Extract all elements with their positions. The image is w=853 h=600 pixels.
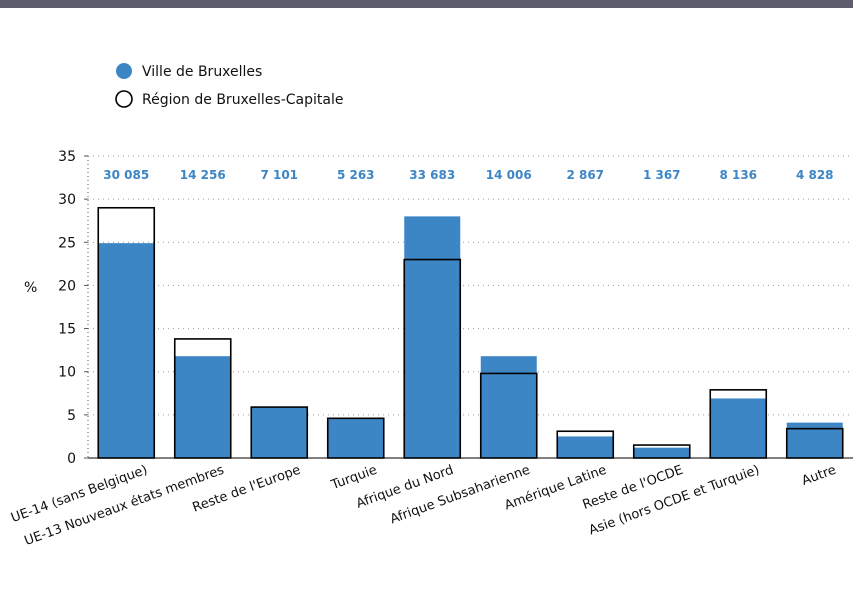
legend-swatch-ville (116, 63, 132, 79)
y-tick-label: 20 (58, 278, 76, 294)
category-label: Turquie (328, 463, 379, 494)
count-label: 2 867 (566, 168, 604, 182)
count-labels: 30 085 14 256 7 101 5 263 33 683 14 006 2 867 1… (103, 168, 833, 182)
count-label: 30 085 (103, 168, 149, 182)
header-band (0, 0, 853, 8)
bars (97, 206, 844, 459)
count-label: 1 367 (643, 168, 681, 182)
count-label: 8 136 (719, 168, 757, 182)
bar-ville-de-bruxelles (710, 398, 767, 458)
category-label: Autre (800, 463, 838, 489)
bar-ville-de-bruxelles (327, 418, 384, 458)
category-labels: UE-14 (sans Belgique)UE-13 Nouveaux état… (9, 463, 838, 549)
bar-ville-de-bruxelles (404, 216, 461, 458)
count-label: 7 101 (260, 168, 298, 182)
category-label: Afrique Subsaharienne (388, 463, 532, 528)
legend-label-region: Région de Bruxelles-Capitale (142, 92, 343, 108)
bar-ville-de-bruxelles (557, 436, 614, 458)
bar-ville-de-bruxelles (633, 447, 690, 458)
count-label: 4 828 (796, 168, 834, 182)
count-label: 14 006 (486, 168, 532, 182)
legend: Ville de Bruxelles Région de Bruxelles-C… (115, 63, 343, 108)
y-tick-label: 15 (58, 322, 76, 338)
y-axis-label: % (24, 280, 37, 296)
legend-label-ville: Ville de Bruxelles (142, 64, 262, 80)
y-tick-label: 5 (67, 408, 76, 424)
count-label: 14 256 (180, 168, 226, 182)
bar-ville-de-bruxelles (480, 356, 537, 458)
legend-swatch-region (115, 90, 133, 108)
y-tick-label: 30 (58, 192, 76, 208)
count-label: 5 263 (337, 168, 375, 182)
y-tick-label: 25 (58, 235, 76, 251)
bar-ville-de-bruxelles (174, 356, 231, 458)
count-label: 33 683 (409, 168, 455, 182)
bar-ville-de-bruxelles (98, 243, 155, 458)
bar-ville-de-bruxelles (251, 407, 308, 458)
y-tick-label: 35 (58, 149, 76, 165)
y-axis-ticks: 0 5 10 15 20 25 30 35 (58, 149, 88, 467)
y-tick-label: 0 (67, 451, 76, 467)
y-tick-label: 10 (58, 365, 76, 381)
